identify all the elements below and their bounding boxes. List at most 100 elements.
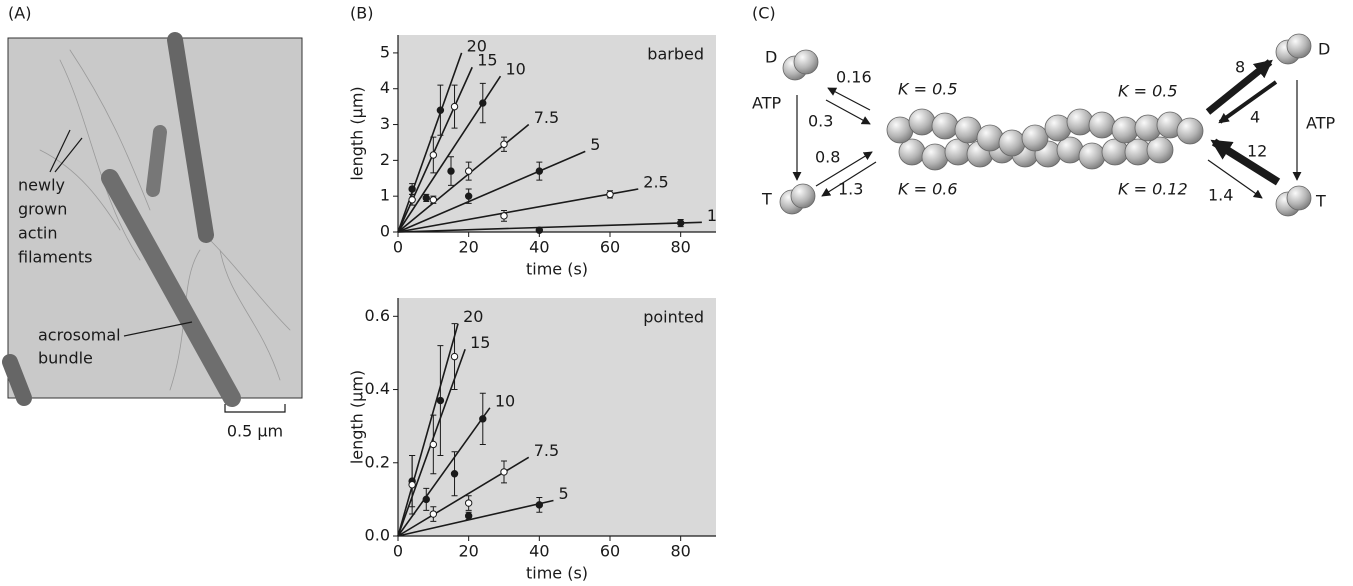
arrow	[1218, 80, 1278, 124]
data-point	[450, 352, 459, 361]
subunit	[790, 183, 816, 209]
pointer-line	[54, 137, 83, 173]
fit-line	[397, 66, 473, 233]
subunit	[1146, 136, 1174, 164]
fit-line	[397, 323, 459, 537]
subunit	[1286, 185, 1312, 211]
equilibrium-label: K = 0.5	[1118, 82, 1178, 101]
y-axis-title: length (μm)	[348, 370, 367, 464]
x-axis-title: time (s)	[526, 260, 588, 279]
micrograph	[7, 37, 303, 399]
series-label: 10	[505, 60, 525, 79]
series-label: 2.5	[643, 173, 668, 192]
species-label: T	[761, 190, 772, 209]
subunit	[1176, 117, 1204, 145]
series-label: 1	[707, 206, 717, 225]
arrow	[827, 87, 871, 111]
rod	[167, 32, 214, 243]
data-point	[606, 190, 614, 199]
equilibrium-label: K = 0.12	[1118, 180, 1188, 199]
series-label: 5	[590, 135, 600, 154]
data-point	[429, 510, 438, 518]
annotation: acrosomal	[38, 326, 121, 345]
plot-background	[398, 298, 716, 536]
rate-label: 0.8	[815, 148, 840, 167]
panel-label: (C)	[752, 4, 776, 23]
x-tick-label: 20	[458, 238, 478, 257]
series-label: 20	[467, 36, 487, 55]
series-label: 15	[470, 333, 490, 352]
y-tick-label: 0.0	[365, 526, 390, 545]
data-point	[464, 192, 473, 200]
monomer	[1275, 185, 1312, 217]
series-label: 5	[558, 484, 568, 503]
equilibrium-label: K = 0.5	[898, 80, 958, 99]
pointer-line	[49, 129, 71, 173]
data-point	[429, 151, 438, 159]
rate-label: 0.16	[836, 68, 872, 87]
annotation: barbed	[647, 45, 704, 64]
x-tick-label: 60	[600, 238, 620, 257]
rate-label: 1.3	[838, 180, 863, 199]
species-label: D	[765, 48, 777, 67]
annotation: bundle	[38, 349, 93, 368]
y-tick-label: 0	[380, 222, 390, 241]
subunit	[998, 129, 1026, 157]
data-point	[429, 196, 438, 204]
data-point	[479, 99, 487, 107]
rate-label: 1.4	[1208, 186, 1233, 205]
subunit	[921, 143, 949, 171]
arrow	[825, 99, 871, 125]
species-label: T	[1315, 192, 1326, 211]
annotation: filaments	[18, 248, 93, 267]
arrow	[1205, 59, 1273, 115]
scale-bar	[224, 404, 286, 413]
data-point	[479, 415, 487, 423]
fit-line	[397, 188, 639, 233]
arrow	[821, 161, 877, 197]
reaction-label: ATP	[1306, 114, 1335, 133]
y-axis-title: length (μm)	[348, 86, 367, 180]
reaction-label: ATP	[752, 94, 781, 113]
rate-label: 8	[1235, 58, 1245, 77]
rod	[2, 354, 32, 406]
data-point	[450, 470, 459, 478]
data-point	[464, 512, 473, 520]
x-tick-label: 20	[458, 542, 478, 561]
data-point	[535, 226, 544, 234]
data-point	[450, 102, 459, 111]
y-tick-label: 5	[380, 42, 390, 61]
x-axis-title: time (s)	[526, 564, 588, 583]
data-point	[500, 212, 508, 220]
panel-label: (B)	[350, 4, 373, 23]
data-point	[429, 440, 438, 449]
x-tick-label: 0	[393, 542, 403, 561]
data-point	[436, 106, 445, 114]
x-tick-label: 80	[670, 542, 690, 561]
arrow	[815, 151, 873, 187]
y-tick-label: 1	[380, 186, 390, 205]
y-tick-label: 4	[380, 78, 390, 97]
annotation: grown	[18, 200, 67, 219]
y-tick-label: 0.6	[365, 306, 390, 325]
fit-line	[397, 407, 491, 537]
subunit	[931, 112, 959, 140]
species-label: D	[1318, 40, 1330, 59]
data-point	[500, 468, 508, 476]
monomer	[779, 183, 816, 215]
rod	[101, 169, 241, 407]
filament	[886, 108, 1204, 171]
subunit	[908, 108, 936, 136]
x-tick-label: 40	[529, 238, 549, 257]
annotation: pointed	[643, 308, 704, 327]
x-tick-label: 60	[600, 542, 620, 561]
series-label: 7.5	[534, 108, 559, 127]
subunit	[976, 124, 1004, 152]
subunit	[793, 49, 819, 75]
rate-label: 12	[1247, 142, 1267, 161]
panel-label: (A)	[8, 4, 31, 23]
data-point	[535, 167, 544, 175]
y-tick-label: 0.4	[365, 379, 390, 398]
micrograph-features	[2, 32, 291, 407]
